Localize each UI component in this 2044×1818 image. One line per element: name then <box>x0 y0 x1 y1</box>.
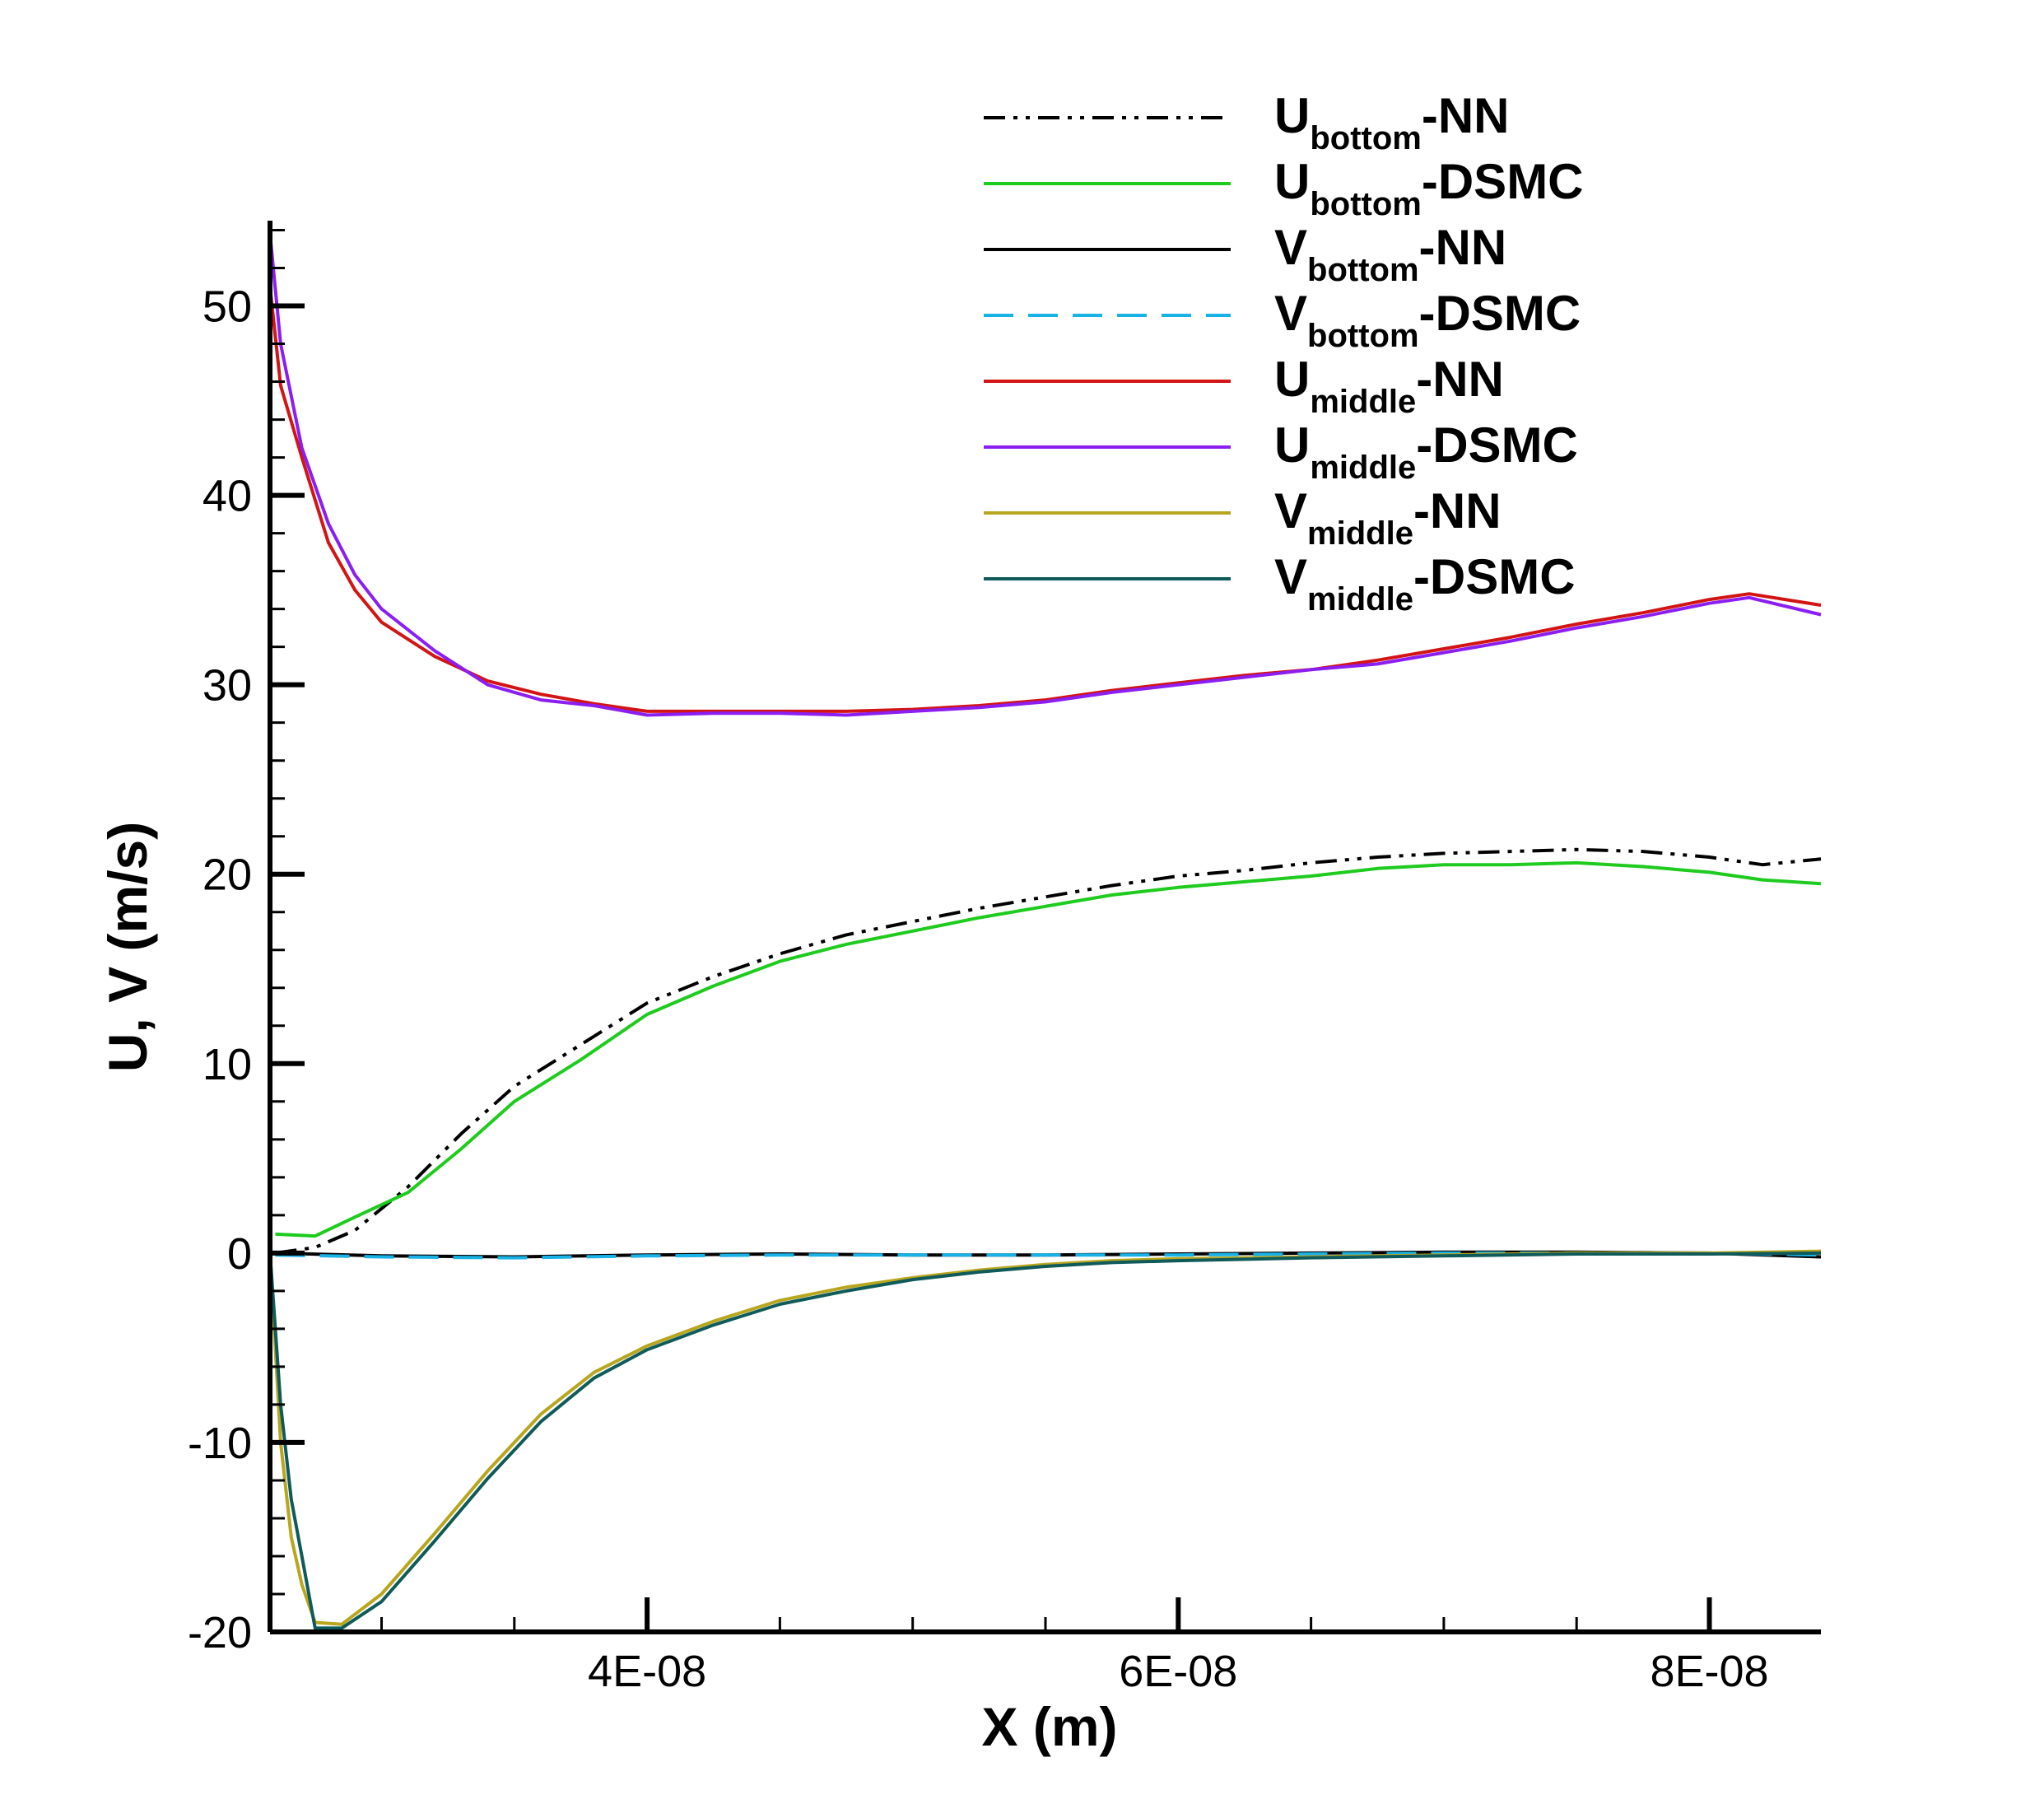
x-tick-label: 6E-08 <box>1119 1647 1237 1696</box>
legend-label-u-middle-nn: Umiddle-NN <box>1274 352 1504 420</box>
legend-label-v-middle-nn: Vmiddle-NN <box>1274 483 1502 552</box>
ticks-layer <box>270 229 1712 1634</box>
y-tick-label: 40 <box>203 472 252 521</box>
legend-label-u-bottom-nn: Ubottom-NN <box>1274 88 1510 156</box>
legend-label-u-bottom-dsmc: Ubottom-DSMC <box>1274 154 1584 222</box>
y-tick-label: 0 <box>227 1229 252 1279</box>
legend: Ubottom-NNUbottom-DSMCVbottom-NNVbottom-… <box>984 88 1584 618</box>
series-layer <box>268 233 1822 1630</box>
series-line-u-bottom-dsmc <box>275 860 1822 1238</box>
series-line-u-middle-nn <box>268 287 1822 713</box>
y-tick-label: 30 <box>203 661 252 711</box>
series-line-u-bottom-nn <box>275 847 1822 1255</box>
y-axis-title: U, V (m/s) <box>97 822 158 1072</box>
y-tick-label: 10 <box>203 1040 252 1089</box>
y-tick-label: -10 <box>188 1419 252 1468</box>
y-tick-label: 50 <box>203 282 252 332</box>
series-line-v-middle-dsmc <box>268 1251 1822 1630</box>
x-tick-label: 4E-08 <box>588 1647 706 1696</box>
x-axis-title: X (m) <box>982 1696 1118 1757</box>
x-tick-label: 8E-08 <box>1650 1647 1768 1696</box>
y-tick-label: 20 <box>203 851 252 900</box>
legend-label-v-bottom-nn: Vbottom-NN <box>1274 220 1506 288</box>
y-tick-label: -20 <box>188 1608 252 1657</box>
legend-label-v-bottom-dsmc: Vbottom-DSMC <box>1274 286 1581 354</box>
legend-label-u-middle-dsmc: Umiddle-DSMC <box>1274 417 1578 486</box>
labels-layer: -20 -10 0 10 20 30 40 50 4E-08 6E-08 8E-08 <box>188 282 1769 1696</box>
legend-label-v-middle-dsmc: Vmiddle-DSMC <box>1274 549 1576 618</box>
series-line-u-middle-dsmc <box>268 233 1822 717</box>
